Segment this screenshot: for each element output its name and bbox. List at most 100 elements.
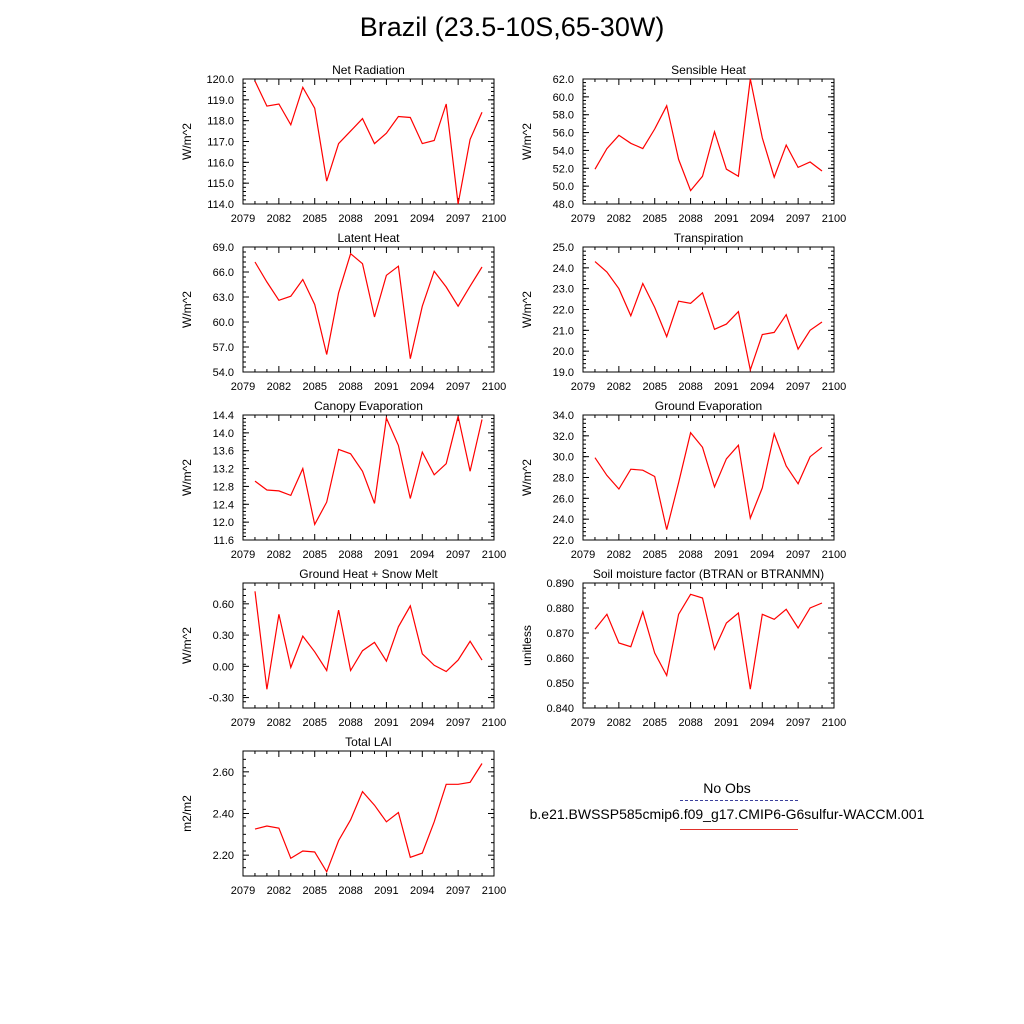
y-tick-label: 58.0 xyxy=(553,110,574,122)
y-axis-label: W/m^2 xyxy=(520,123,534,160)
x-tick-label: 2100 xyxy=(482,885,506,897)
series-line xyxy=(254,591,483,690)
x-tick-label: 2079 xyxy=(571,381,595,393)
y-tick-label: 48.0 xyxy=(553,199,574,211)
chart-panel: Ground Heat + Snow Melt 2079 2082 2085 2088 2… xyxy=(180,567,506,729)
y-tick-label: 12.4 xyxy=(213,499,234,511)
x-tick-label: 2082 xyxy=(607,549,631,561)
x-tick-label: 2091 xyxy=(714,213,738,225)
x-tick-label: 2085 xyxy=(302,549,326,561)
x-tick-label: 2088 xyxy=(678,549,702,561)
chart-title: Latent Heat xyxy=(337,231,400,245)
x-tick-label: 2079 xyxy=(231,549,255,561)
chart-title: Net Radiation xyxy=(332,63,405,77)
x-tick-label: 2097 xyxy=(446,717,470,729)
x-tick-label: 2100 xyxy=(482,213,506,225)
y-tick-label: 62.0 xyxy=(553,74,574,86)
series-line xyxy=(594,593,823,690)
x-tick-label: 2100 xyxy=(482,549,506,561)
x-tick-label: 2094 xyxy=(750,549,774,561)
y-tick-label: 34.0 xyxy=(553,410,574,422)
y-tick-label: -0.30 xyxy=(209,693,234,705)
y-tick-label: 14.0 xyxy=(213,428,234,440)
y-tick-label: 19.0 xyxy=(553,367,574,379)
chart-panel: Net Radiation 2079 2082 2085 2088 2091 2094 209… xyxy=(180,63,506,225)
x-tick-label: 2085 xyxy=(642,549,666,561)
x-tick-label: 2094 xyxy=(410,717,434,729)
chart-title: Ground Heat + Snow Melt xyxy=(299,567,438,581)
x-tick-label: 2085 xyxy=(642,213,666,225)
x-tick-label: 2088 xyxy=(678,717,702,729)
chart-panel: Ground Evaporation 2079 2082 2085 2088 2091 20… xyxy=(520,399,846,561)
x-tick-label: 2088 xyxy=(338,549,362,561)
y-tick-label: 0.860 xyxy=(546,653,574,665)
plot-frame xyxy=(242,750,495,877)
y-tick-label: 115.0 xyxy=(207,178,234,190)
x-tick-label: 2094 xyxy=(750,381,774,393)
series-line xyxy=(594,261,823,373)
x-tick-label: 2088 xyxy=(338,381,362,393)
x-tick-label: 2097 xyxy=(786,717,810,729)
x-tick-label: 2097 xyxy=(786,213,810,225)
x-tick-label: 2094 xyxy=(410,549,434,561)
x-tick-label: 2094 xyxy=(410,885,434,897)
y-tick-label: 12.8 xyxy=(213,481,234,493)
y-tick-label: 0.00 xyxy=(213,661,234,673)
x-tick-label: 2094 xyxy=(410,381,434,393)
y-tick-label: 0.840 xyxy=(546,703,574,715)
x-tick-label: 2100 xyxy=(822,213,846,225)
x-tick-label: 2082 xyxy=(607,717,631,729)
x-tick-label: 2091 xyxy=(374,885,398,897)
x-tick-label: 2088 xyxy=(338,885,362,897)
x-tick-label: 2079 xyxy=(231,717,255,729)
x-tick-label: 2091 xyxy=(374,213,398,225)
chart-title: Total LAI xyxy=(345,735,392,749)
x-tick-label: 2100 xyxy=(822,381,846,393)
chart-panel: Transpiration 2079 2082 2085 2088 2091 2094 209… xyxy=(520,231,846,393)
y-tick-label: 11.6 xyxy=(213,535,234,547)
plot-frame xyxy=(242,582,495,709)
x-tick-label: 2079 xyxy=(571,717,595,729)
x-tick-label: 2094 xyxy=(410,213,434,225)
chart-title: Soil moisture factor (BTRAN or BTRANMN) xyxy=(593,567,824,581)
x-tick-label: 2094 xyxy=(750,717,774,729)
y-tick-label: 21.0 xyxy=(553,325,574,337)
chart-panel: Soil moisture factor (BTRAN or BTRANMN) 2… xyxy=(520,567,846,729)
y-axis-label: W/m^2 xyxy=(180,459,194,496)
x-tick-label: 2097 xyxy=(446,885,470,897)
legend-model-label: b.e21.BWSSP585cmip6.f09_g17.CMIP6-G6sulf… xyxy=(529,806,925,822)
series-line xyxy=(254,415,483,527)
y-tick-label: 60.0 xyxy=(213,317,234,329)
y-tick-label: 120.0 xyxy=(206,74,234,86)
y-tick-label: 66.0 xyxy=(213,267,234,279)
y-tick-label: 54.0 xyxy=(553,145,574,157)
x-tick-label: 2091 xyxy=(374,381,398,393)
y-tick-label: 22.0 xyxy=(553,305,574,317)
series-line xyxy=(254,252,483,359)
x-tick-label: 2091 xyxy=(374,549,398,561)
y-tick-label: 57.0 xyxy=(213,342,234,354)
x-tick-label: 2091 xyxy=(714,381,738,393)
x-tick-label: 2091 xyxy=(374,717,398,729)
chart-title: Sensible Heat xyxy=(671,63,746,77)
y-axis-label: W/m^2 xyxy=(520,459,534,496)
x-tick-label: 2094 xyxy=(750,213,774,225)
y-tick-label: 2.60 xyxy=(213,767,234,779)
series-line xyxy=(594,78,823,192)
chart-title: Ground Evaporation xyxy=(655,399,762,413)
x-tick-label: 2091 xyxy=(714,717,738,729)
y-tick-label: 69.0 xyxy=(213,242,234,254)
series-line xyxy=(254,80,483,205)
plot-frame xyxy=(242,246,495,373)
y-axis-label: unitless xyxy=(520,625,534,666)
x-tick-label: 2097 xyxy=(446,381,470,393)
x-tick-label: 2082 xyxy=(607,381,631,393)
series-line xyxy=(254,763,483,874)
y-tick-label: 20.0 xyxy=(553,346,574,358)
y-tick-label: 54.0 xyxy=(213,367,234,379)
y-tick-label: 28.0 xyxy=(553,473,574,485)
plot-frame xyxy=(582,414,835,541)
y-tick-label: 23.0 xyxy=(553,284,574,296)
chart-panel: Latent Heat 2079 2082 2085 2088 2091 2094 2097 2… xyxy=(180,231,506,393)
y-tick-label: 24.0 xyxy=(553,263,574,275)
